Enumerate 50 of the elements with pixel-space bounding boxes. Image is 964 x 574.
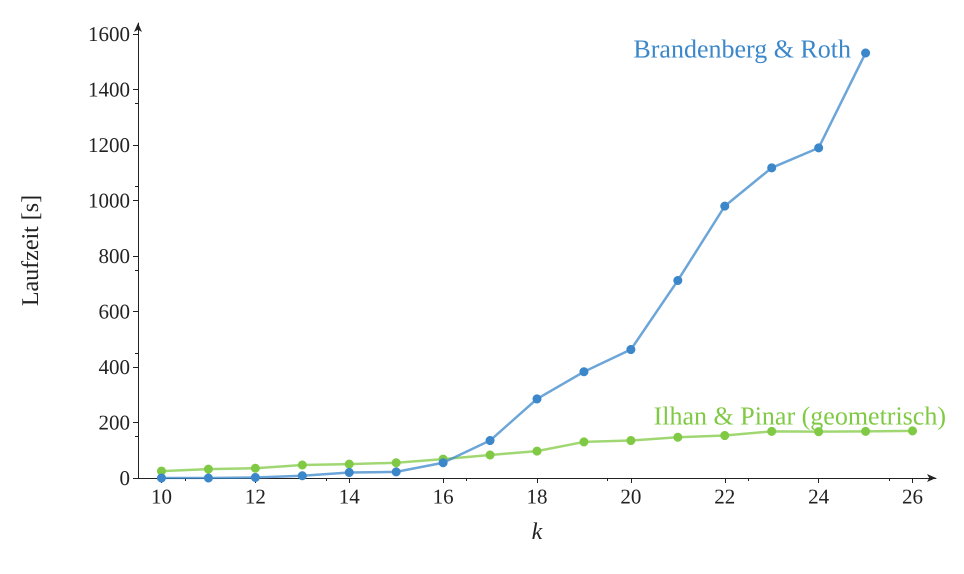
point bbox=[626, 436, 636, 446]
x-tick-label: 16 bbox=[432, 484, 454, 508]
point bbox=[344, 460, 354, 469]
point bbox=[344, 468, 354, 477]
point bbox=[204, 474, 213, 482]
point bbox=[392, 467, 401, 476]
point bbox=[298, 460, 307, 470]
x-tick-label: 12 bbox=[244, 484, 266, 508]
y-tick-label: 1200 bbox=[88, 133, 130, 158]
point bbox=[861, 48, 870, 58]
point bbox=[673, 432, 682, 442]
point bbox=[438, 458, 448, 468]
y-tick-label: 1400 bbox=[88, 78, 130, 102]
series-label: Ilhan & Pinar (geometrisch) bbox=[654, 402, 946, 430]
y-tick-label: 400 bbox=[98, 355, 130, 380]
x-tick-label: 26 bbox=[902, 484, 924, 508]
point bbox=[156, 474, 166, 482]
point bbox=[814, 143, 824, 152]
point bbox=[673, 276, 682, 285]
point bbox=[767, 426, 776, 436]
point bbox=[250, 472, 260, 482]
x-tick-label: 22 bbox=[714, 484, 736, 508]
y-tick-label: 800 bbox=[98, 244, 130, 268]
y-tick-label: 0 bbox=[120, 466, 130, 490]
point bbox=[486, 450, 495, 460]
x-tick-label: 20 bbox=[620, 484, 642, 508]
series-label: Brandenberg & Roth bbox=[633, 34, 852, 64]
point bbox=[532, 446, 542, 456]
x-tick-label: 24 bbox=[808, 484, 830, 508]
point bbox=[250, 464, 260, 473]
x-tick-label: 10 bbox=[150, 484, 172, 508]
point bbox=[720, 202, 730, 211]
point bbox=[579, 367, 588, 376]
point bbox=[486, 436, 495, 446]
y-tick-label: 600 bbox=[98, 300, 130, 324]
y-axis-title: Laufzeit [s] bbox=[18, 194, 44, 306]
x-tick-label: 14 bbox=[338, 484, 360, 508]
point bbox=[532, 394, 542, 404]
point bbox=[767, 163, 776, 172]
x-tick-label: 18 bbox=[526, 484, 548, 508]
y-tick-label: 1600 bbox=[88, 22, 130, 46]
y-tick-label: 1000 bbox=[88, 188, 130, 213]
point bbox=[298, 471, 307, 480]
y-tick-label: 200 bbox=[98, 410, 130, 435]
point bbox=[579, 437, 588, 446]
x-axis-title: k bbox=[532, 519, 543, 545]
point bbox=[626, 345, 636, 354]
point bbox=[720, 431, 730, 440]
point bbox=[392, 458, 401, 468]
point bbox=[204, 464, 213, 474]
